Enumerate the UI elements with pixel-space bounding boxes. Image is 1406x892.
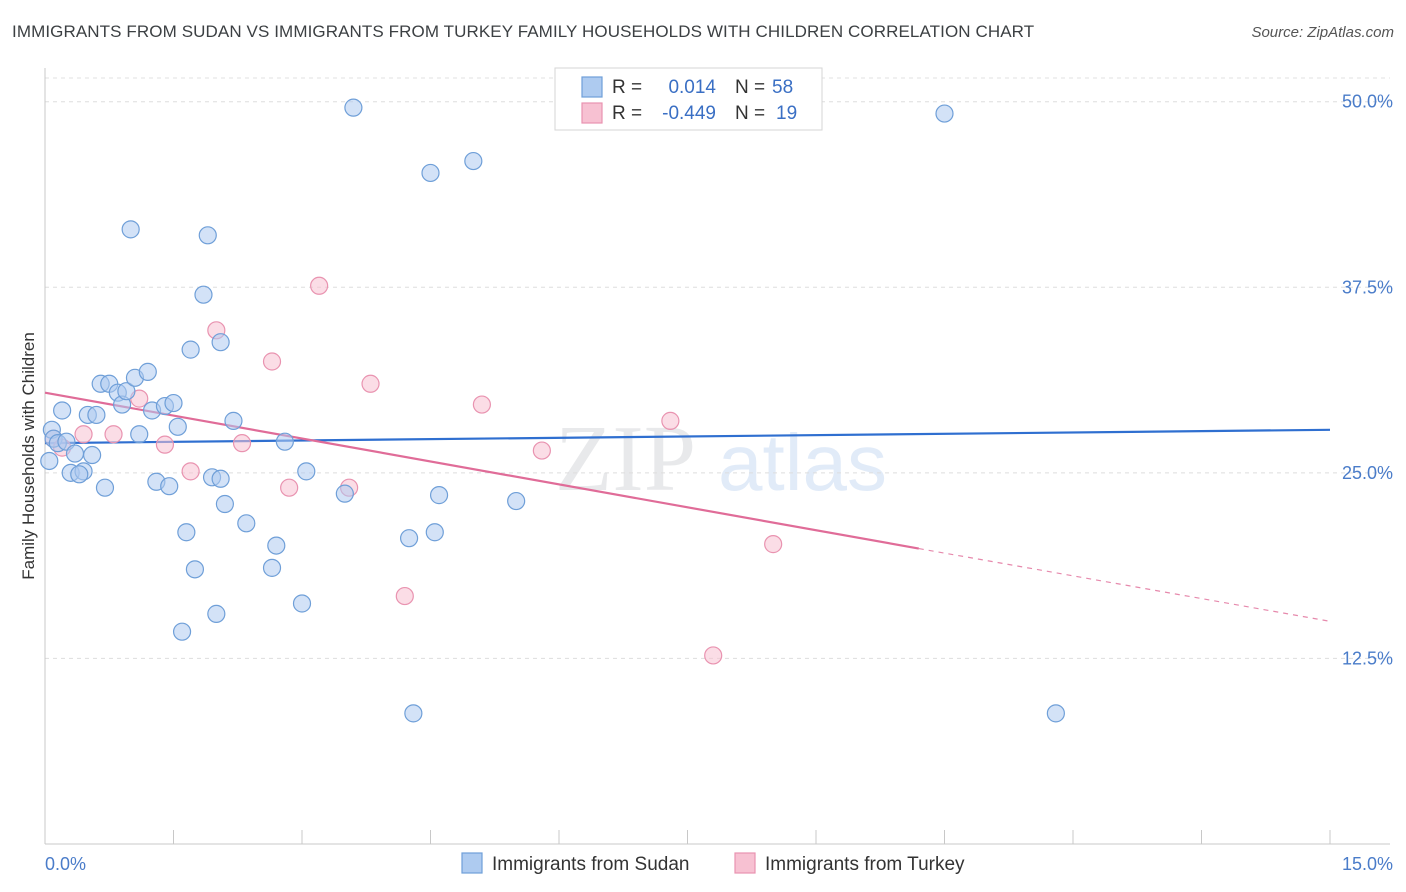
point-sudan bbox=[1046, 704, 1065, 723]
point-sudan bbox=[40, 451, 59, 471]
point-sudan bbox=[344, 98, 363, 117]
point-sudan bbox=[211, 333, 230, 352]
y-tick-labels: 12.5% 25.0% 37.5% 50.0% bbox=[1342, 92, 1393, 669]
point-sudan bbox=[215, 494, 234, 514]
trend-line-turkey-extension bbox=[918, 547, 1331, 622]
point-sudan bbox=[130, 425, 149, 444]
point-turkey bbox=[280, 478, 299, 497]
trend-lines bbox=[44, 391, 1331, 622]
point-sudan bbox=[83, 445, 102, 465]
legend-sudan-r-label: R = bbox=[612, 77, 642, 98]
legend-sudan-n-value: 58 bbox=[772, 77, 793, 98]
point-sudan bbox=[65, 444, 85, 463]
point-sudan bbox=[507, 491, 526, 511]
point-sudan bbox=[87, 405, 106, 425]
legend-swatch-sudan bbox=[581, 76, 603, 98]
trend-line-turkey bbox=[44, 391, 919, 550]
point-turkey bbox=[181, 462, 200, 481]
point-sudan bbox=[194, 285, 213, 304]
point-sudan bbox=[121, 220, 140, 239]
point-turkey bbox=[472, 395, 491, 414]
legend-stats: R = 0.014 N = 58 R = -0.449 N = 19 bbox=[554, 67, 823, 131]
bottom-legend-sudan: Immigrants from Sudan bbox=[492, 854, 689, 875]
legend-sudan-r-value: 0.014 bbox=[668, 77, 716, 98]
point-sudan bbox=[185, 560, 205, 579]
point-sudan bbox=[168, 417, 187, 436]
point-turkey bbox=[155, 435, 175, 454]
y-tick-label: 12.5% bbox=[1342, 648, 1393, 668]
point-sudan bbox=[95, 478, 115, 497]
point-sudan bbox=[70, 465, 89, 484]
source-label: Source: ZipAtlas.com bbox=[1251, 24, 1394, 41]
x-tick-label-max: 15.0% bbox=[1342, 854, 1393, 874]
series-sudan-points bbox=[40, 98, 1065, 723]
legend-swatch-turkey bbox=[581, 102, 603, 124]
point-sudan bbox=[297, 462, 316, 481]
y-tick-label: 37.5% bbox=[1342, 277, 1393, 297]
point-turkey bbox=[532, 441, 551, 460]
point-turkey bbox=[661, 411, 680, 430]
point-sudan bbox=[53, 401, 72, 420]
point-sudan bbox=[267, 536, 286, 555]
point-sudan bbox=[425, 523, 444, 542]
point-sudan bbox=[464, 151, 483, 171]
bottom-legend-swatch-turkey bbox=[734, 852, 756, 874]
point-sudan bbox=[160, 477, 179, 496]
y-tick-label: 50.0% bbox=[1342, 92, 1393, 112]
legend-turkey-n-label: N = bbox=[735, 103, 765, 124]
legend-turkey-r-value: -0.449 bbox=[662, 103, 716, 124]
point-turkey bbox=[395, 586, 414, 606]
point-sudan bbox=[237, 514, 256, 533]
point-sudan bbox=[429, 486, 449, 505]
point-sudan bbox=[262, 558, 282, 577]
watermark-atlas: atlas bbox=[718, 418, 887, 507]
point-sudan bbox=[164, 393, 183, 413]
point-sudan bbox=[421, 163, 440, 183]
point-turkey bbox=[74, 425, 93, 444]
y-tick-label: 25.0% bbox=[1342, 463, 1393, 483]
point-sudan bbox=[404, 704, 423, 723]
point-sudan bbox=[335, 484, 354, 503]
point-sudan bbox=[935, 104, 954, 123]
bottom-legend-swatch-sudan bbox=[461, 852, 483, 874]
point-sudan bbox=[117, 382, 136, 401]
x-tick-labels: 0.0% 15.0% bbox=[45, 854, 1393, 874]
point-sudan bbox=[207, 604, 226, 623]
point-sudan bbox=[292, 594, 312, 613]
point-sudan bbox=[181, 340, 200, 359]
x-tick-label-min: 0.0% bbox=[45, 854, 86, 874]
point-turkey bbox=[104, 425, 123, 444]
point-turkey bbox=[704, 646, 723, 665]
grid-lines bbox=[45, 77, 1390, 659]
legend-sudan-n-label: N = bbox=[735, 77, 765, 98]
point-turkey bbox=[361, 374, 380, 393]
point-sudan bbox=[198, 226, 217, 245]
legend-series: Immigrants from Sudan Immigrants from Tu… bbox=[461, 852, 965, 875]
point-sudan bbox=[138, 362, 157, 381]
point-sudan bbox=[211, 469, 230, 488]
point-sudan bbox=[177, 523, 196, 542]
point-sudan bbox=[399, 529, 419, 548]
point-sudan bbox=[224, 411, 243, 430]
point-turkey bbox=[232, 434, 252, 453]
point-turkey bbox=[262, 352, 282, 371]
legend-turkey-n-value: 19 bbox=[776, 103, 797, 124]
point-sudan bbox=[275, 432, 294, 451]
point-turkey bbox=[764, 535, 783, 554]
watermark: ZIP atlas bbox=[555, 407, 887, 511]
point-sudan bbox=[172, 622, 192, 641]
point-turkey bbox=[310, 276, 329, 295]
bottom-legend-turkey: Immigrants from Turkey bbox=[765, 854, 965, 875]
trend-line-sudan bbox=[44, 428, 1331, 445]
legend-turkey-r-label: R = bbox=[612, 103, 642, 124]
y-axis-label: Family Households with Children bbox=[19, 332, 38, 580]
chart-title: IMMIGRANTS FROM SUDAN VS IMMIGRANTS FROM… bbox=[12, 22, 1035, 41]
